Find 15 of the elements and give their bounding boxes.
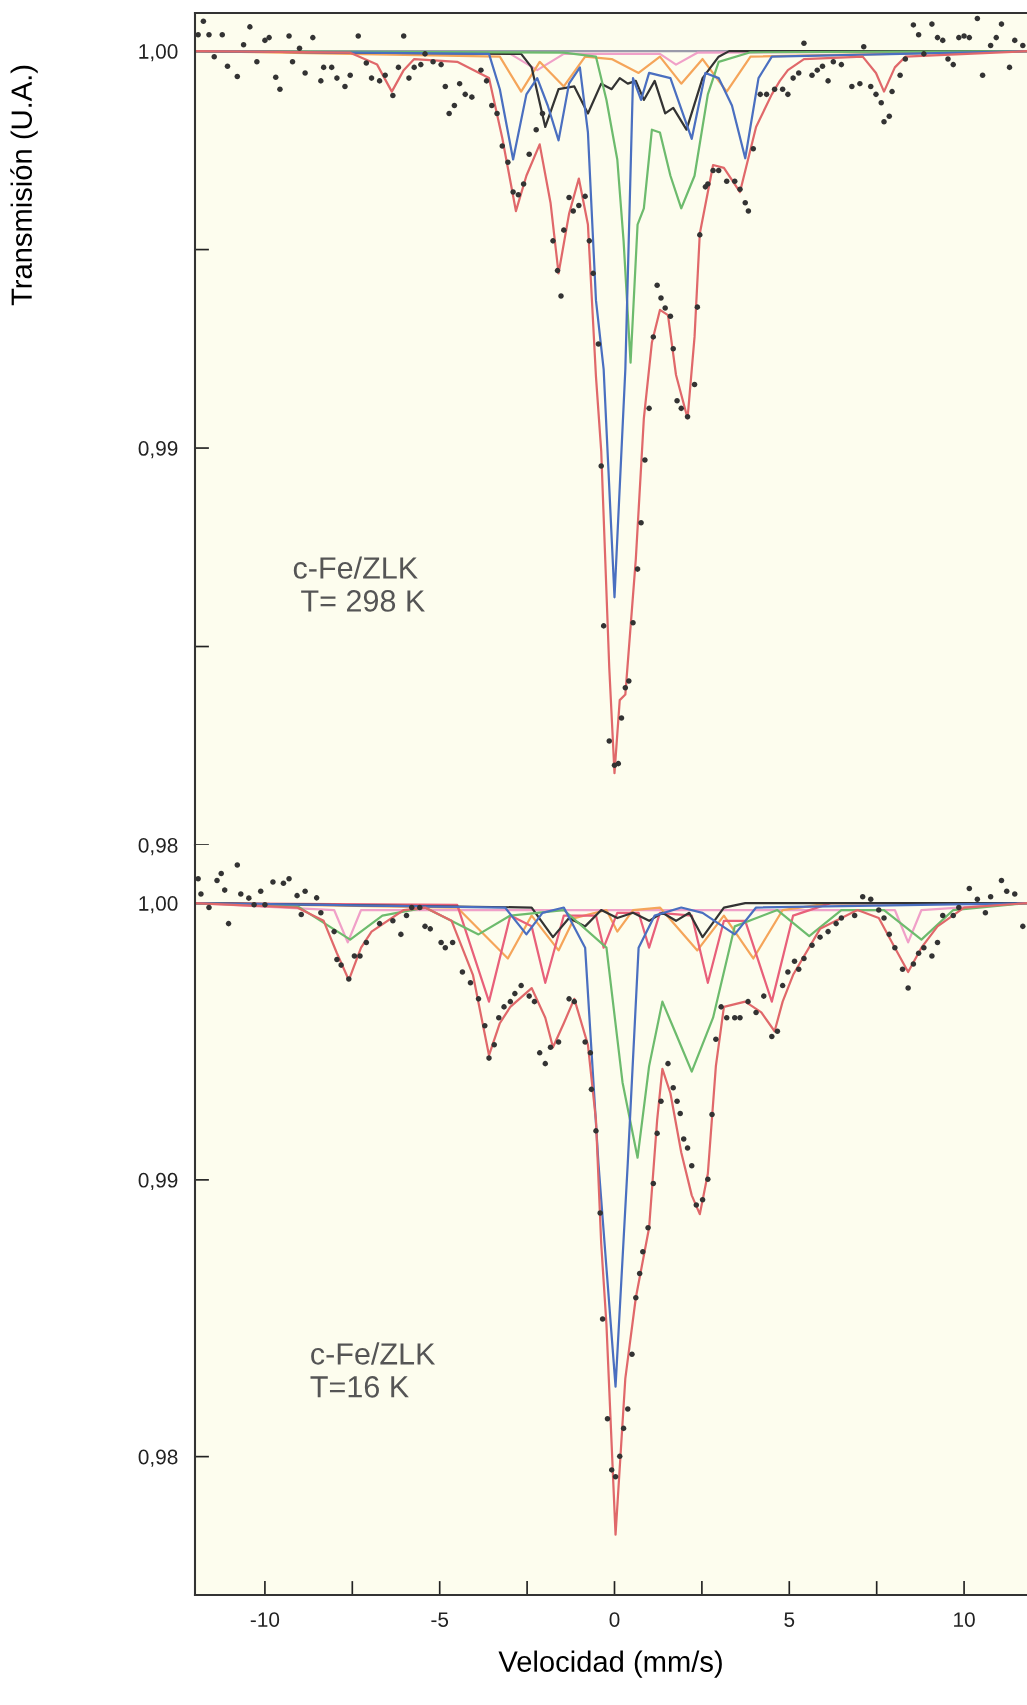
annotation: c-Fe/ZLK T=16 K: [310, 1342, 436, 1398]
y-tick-label: 0,99: [138, 441, 178, 459]
y-tick-label: 0,99: [138, 1172, 178, 1191]
x-axis-title: Velocidad (mm/s): [498, 1650, 722, 1678]
x-tick-label: 5: [784, 1612, 795, 1627]
y-tick-label: 1,00: [139, 44, 178, 62]
x-tick-label: -10: [250, 1612, 280, 1627]
y-tick-label: 0,98: [138, 1449, 178, 1467]
y-axis-title: Transmisión (U.A.): [10, 65, 38, 306]
annotation: c-Fe/ZLK T= 298 K: [293, 556, 425, 612]
x-tick-label: -5: [431, 1612, 449, 1627]
x-tick-label: 10: [954, 1612, 975, 1627]
y-tick-label: 0,98: [138, 838, 178, 856]
x-tick-label: 0: [609, 1612, 620, 1627]
y-tick-label: 1,00: [139, 896, 178, 914]
